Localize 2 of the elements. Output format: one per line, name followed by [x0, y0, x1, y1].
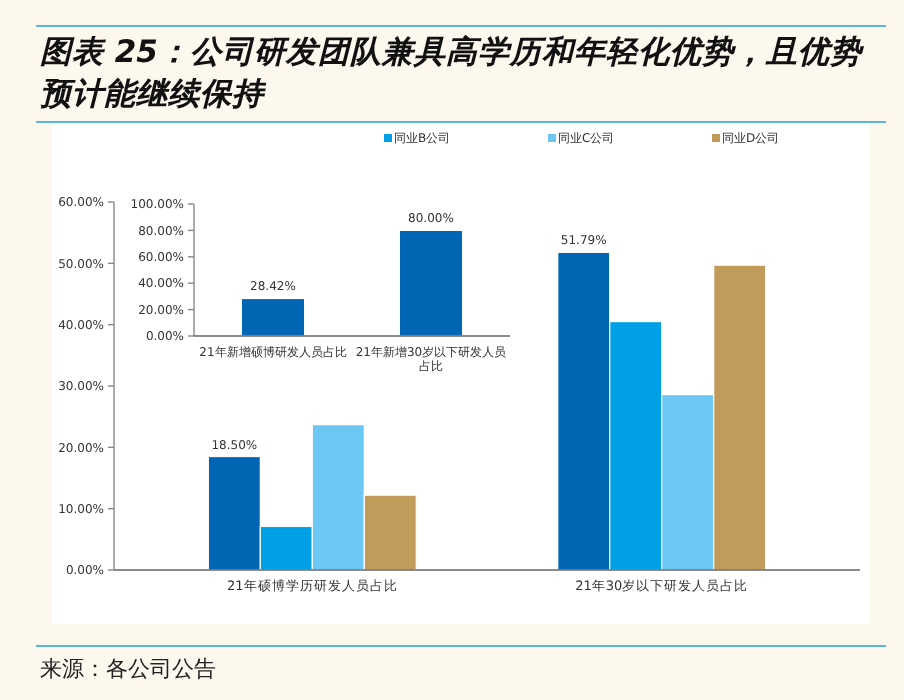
source-note: 来源：各公司公告	[40, 656, 216, 682]
chart-title: 图表 25：公司研发团队兼具高学历和年轻化优势，且优势预计能继续保持	[40, 34, 866, 112]
